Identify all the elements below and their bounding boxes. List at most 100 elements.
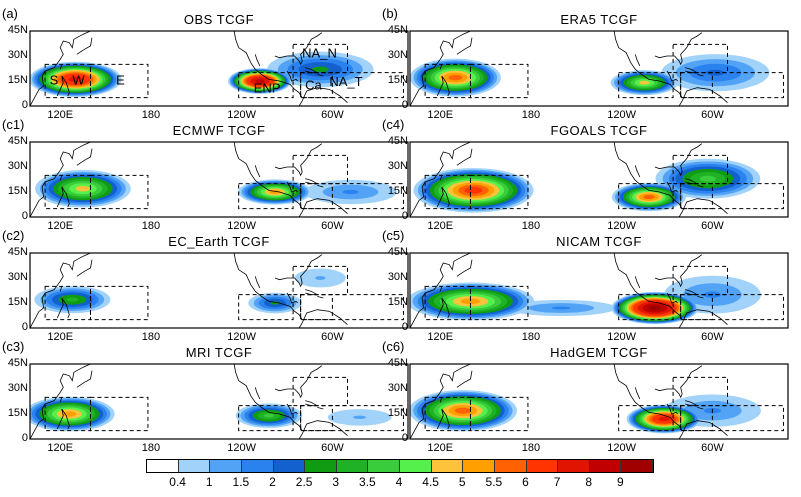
map-panel-c2 bbox=[29, 252, 409, 329]
panel-label: (c1) bbox=[2, 117, 25, 132]
coastline bbox=[233, 142, 303, 209]
coastline bbox=[439, 175, 443, 181]
coastline bbox=[305, 289, 318, 296]
colorbar-label: 5 bbox=[458, 475, 466, 489]
coastline bbox=[697, 406, 704, 410]
colorbar-label: 1 bbox=[205, 475, 213, 489]
coastline bbox=[410, 142, 471, 217]
coastline bbox=[634, 387, 641, 400]
region-box-ENP bbox=[238, 72, 294, 99]
x-tick-label: 120E bbox=[427, 442, 454, 454]
coastline bbox=[613, 142, 683, 209]
coastline bbox=[233, 31, 303, 98]
panel-label: (c2) bbox=[2, 228, 25, 243]
coastline bbox=[274, 143, 323, 177]
y-tick-label: 45N bbox=[7, 246, 28, 258]
coastline bbox=[613, 31, 683, 98]
y-tick-label: 15N bbox=[7, 74, 28, 86]
colorbar-swatch bbox=[558, 460, 590, 472]
coastline bbox=[317, 73, 324, 77]
region-box-W bbox=[424, 285, 471, 321]
coastline bbox=[274, 32, 323, 66]
coastline bbox=[254, 54, 261, 67]
y-tick-label: 0 bbox=[401, 321, 408, 333]
coastline bbox=[439, 397, 443, 403]
x-tick-label: 60W bbox=[701, 220, 724, 232]
region-box-NA_T bbox=[300, 405, 404, 432]
coastline bbox=[654, 143, 703, 177]
y-tick-label: 45N bbox=[7, 357, 28, 369]
coastline bbox=[317, 406, 324, 410]
map-panel-c5 bbox=[409, 252, 789, 329]
region-box-E bbox=[89, 174, 149, 210]
colorbar-swatch bbox=[336, 460, 369, 472]
map-frame bbox=[409, 252, 789, 329]
region-label: NA_T bbox=[329, 74, 362, 89]
region-label: NA_N bbox=[302, 46, 337, 61]
colorbar-swatch bbox=[400, 460, 432, 472]
map-frame bbox=[409, 30, 789, 107]
panel-label: (c3) bbox=[2, 339, 25, 354]
coastline bbox=[59, 286, 63, 292]
region-box-NA_T bbox=[680, 294, 784, 321]
region-box-ENP bbox=[618, 183, 674, 210]
contour-level-5.5 bbox=[643, 194, 655, 200]
region-label: Ca bbox=[305, 77, 322, 92]
coastline bbox=[286, 181, 298, 193]
coastline bbox=[436, 186, 450, 208]
coastline bbox=[286, 403, 298, 415]
coastline bbox=[678, 309, 728, 328]
region-label: E bbox=[116, 72, 125, 87]
map-panel-b bbox=[409, 30, 789, 107]
colorbar-swatch bbox=[463, 460, 495, 472]
y-tick-label: 30N bbox=[7, 160, 28, 172]
region-box-ENP bbox=[238, 294, 294, 321]
panel-title: ERA5 TCGF bbox=[560, 12, 638, 27]
coastline bbox=[56, 408, 70, 430]
contour-fill bbox=[30, 142, 397, 217]
x-tick-label: 60W bbox=[321, 109, 344, 121]
panel-label: (c5) bbox=[382, 228, 405, 243]
region-box-E bbox=[89, 63, 149, 99]
colorbar-label: 5.5 bbox=[485, 475, 503, 489]
contour-level-4.5 bbox=[639, 80, 650, 85]
y-tick-label: 15N bbox=[7, 185, 28, 197]
coastline bbox=[634, 165, 641, 178]
contour-level-8 bbox=[255, 79, 265, 83]
contour-fill bbox=[30, 253, 348, 328]
region-box-W bbox=[44, 174, 91, 210]
coastline bbox=[298, 198, 348, 217]
region-box-W bbox=[424, 63, 471, 99]
x-tick-label: 120W bbox=[227, 331, 257, 343]
x-tick-label: 180 bbox=[141, 331, 161, 343]
y-tick-label: 45N bbox=[7, 24, 28, 36]
y-tick-label: 45N bbox=[387, 246, 408, 258]
coastline bbox=[286, 292, 298, 304]
panel-title: OBS TCGF bbox=[183, 12, 255, 27]
coastline bbox=[298, 87, 348, 106]
colorbar-label: 3.5 bbox=[359, 475, 376, 489]
y-tick-label: 30N bbox=[387, 160, 408, 172]
coastline bbox=[654, 254, 703, 288]
x-tick-label: 60W bbox=[321, 442, 344, 454]
y-tick-label: 30N bbox=[7, 49, 28, 61]
coastline bbox=[305, 400, 318, 407]
panel-title: HadGEM TCGF bbox=[550, 345, 648, 360]
coastline bbox=[56, 186, 70, 208]
region-label: W bbox=[72, 72, 85, 87]
y-tick-label: 0 bbox=[401, 210, 408, 222]
y-tick-label: 45N bbox=[387, 357, 408, 369]
coastline bbox=[233, 253, 303, 320]
coastline bbox=[666, 181, 678, 193]
coastline bbox=[634, 54, 641, 67]
colorbar-label: 0.4 bbox=[169, 475, 186, 489]
coastline bbox=[76, 259, 93, 277]
contour-level-5.5 bbox=[448, 74, 463, 81]
contour-fill bbox=[30, 364, 392, 439]
contour-level-6 bbox=[464, 187, 483, 194]
coastline bbox=[678, 198, 728, 217]
coastline bbox=[634, 276, 641, 289]
map-panel-c1 bbox=[29, 141, 409, 218]
x-tick-label: 120E bbox=[47, 109, 74, 121]
colorbar-swatch bbox=[589, 460, 622, 472]
